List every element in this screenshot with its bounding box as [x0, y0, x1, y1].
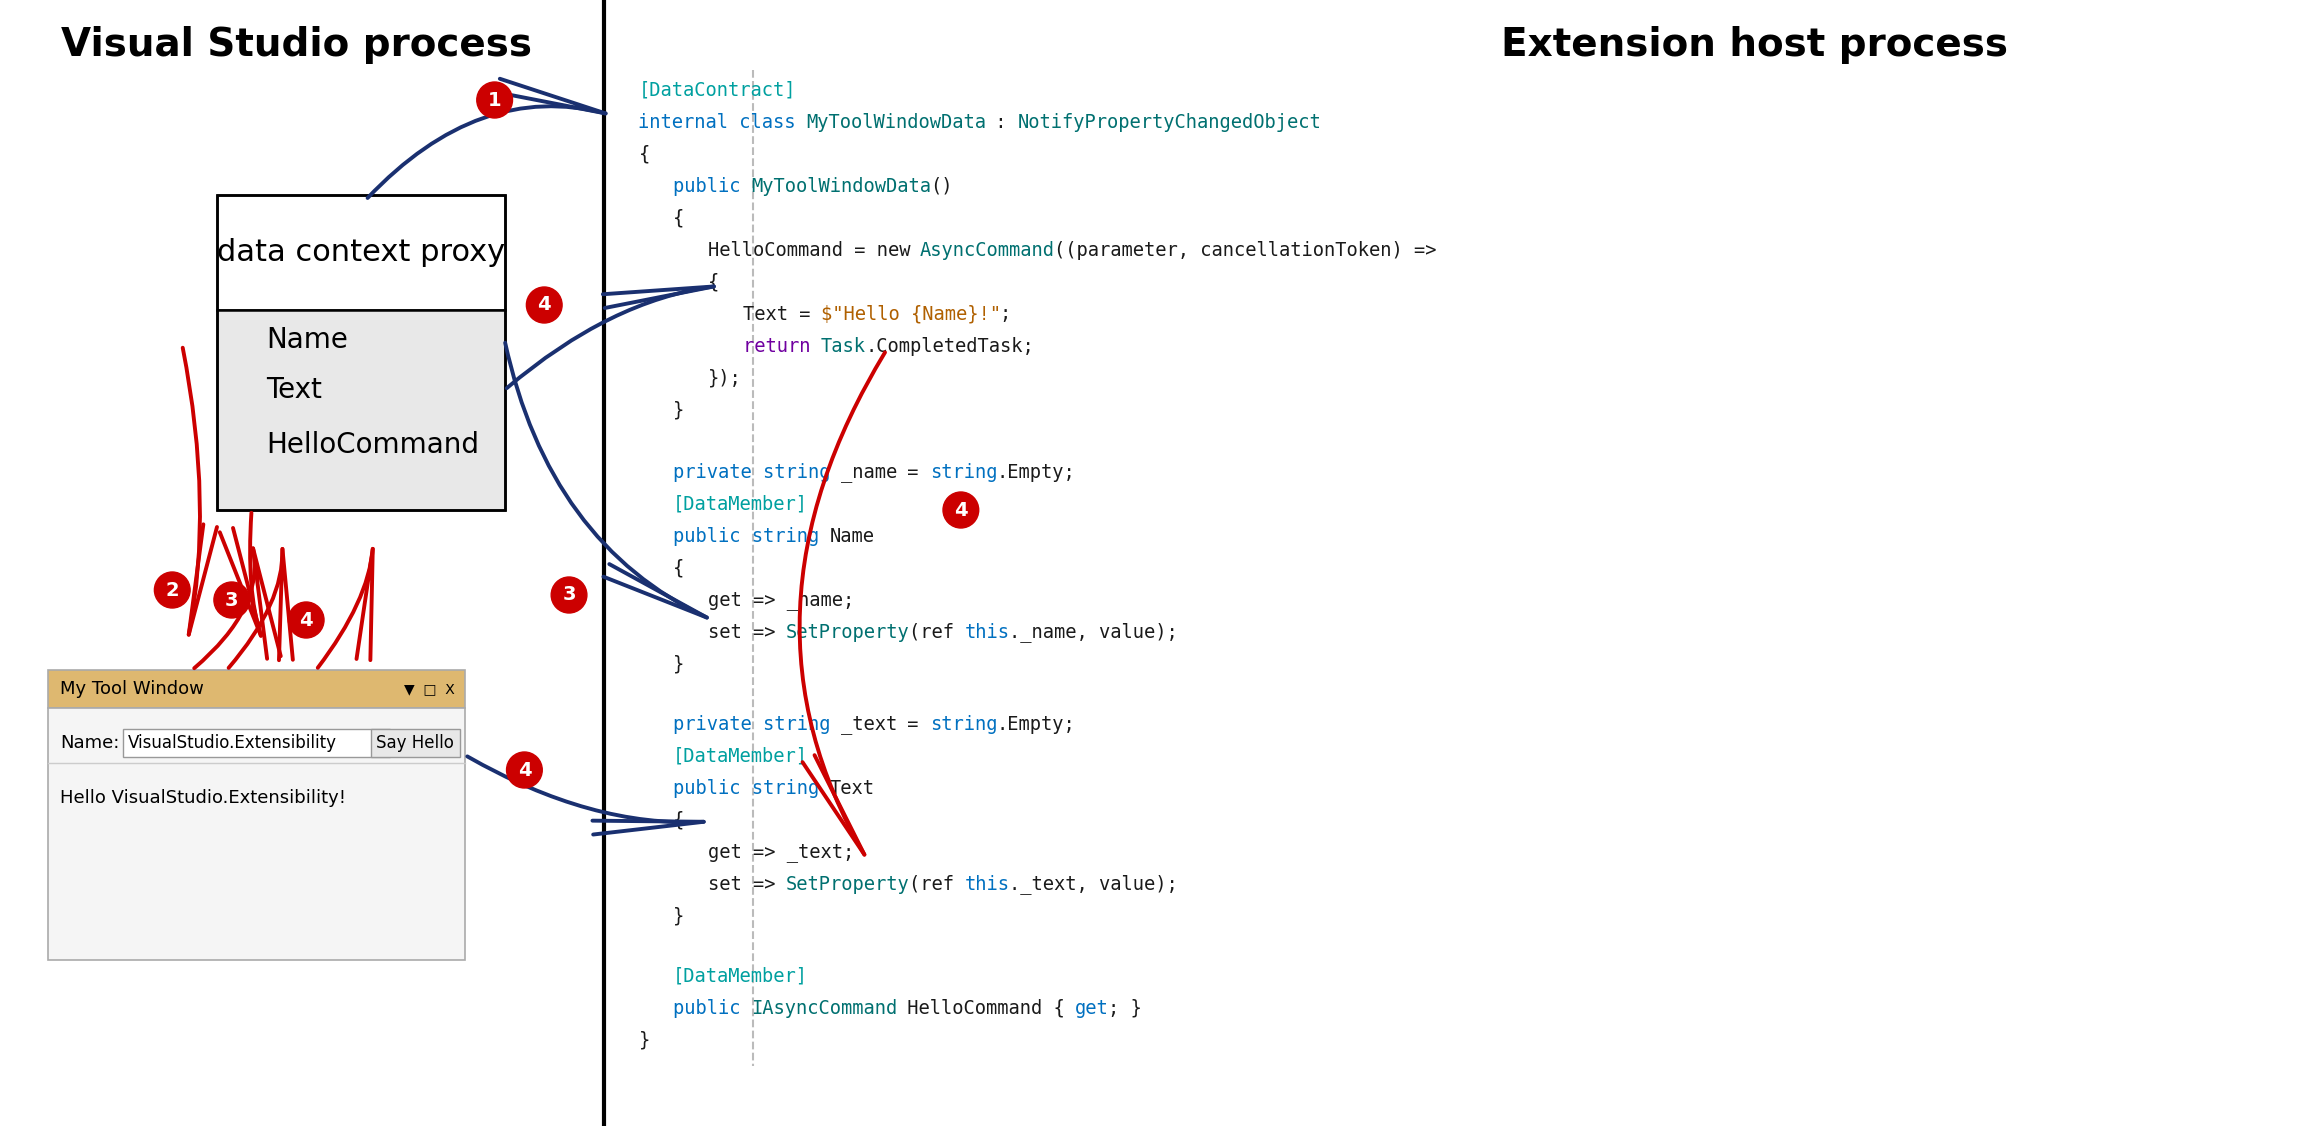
Text: SetProperty: SetProperty [785, 623, 909, 642]
Text: 4: 4 [518, 760, 532, 779]
Text: .CompletedTask;: .CompletedTask; [866, 337, 1034, 356]
Bar [122, 729, 391, 757]
Text: Hello VisualStudio.Extensibility!: Hello VisualStudio.Extensibility! [60, 789, 345, 807]
Text: Name: Name [267, 327, 348, 354]
Text: =: = [895, 463, 930, 482]
Text: public: public [672, 177, 753, 196]
Text: HelloCommand = new: HelloCommand = new [709, 241, 921, 259]
Text: MyToolWindowData: MyToolWindowData [750, 177, 932, 196]
Text: }: } [672, 401, 684, 420]
Circle shape [506, 752, 543, 788]
Bar [371, 729, 460, 757]
Text: {: { [672, 208, 684, 227]
Text: _text: _text [840, 715, 898, 733]
Text: AsyncCommand: AsyncCommand [921, 241, 1054, 259]
Text: NotifyPropertyChangedObject: NotifyPropertyChangedObject [1017, 113, 1321, 132]
Text: get => _text;: get => _text; [709, 842, 854, 861]
Text: _name: _name [840, 463, 898, 482]
Text: $"Hello {Name}!": $"Hello {Name}!" [822, 304, 1001, 323]
Text: ; }: ; } [1110, 999, 1142, 1018]
Text: ._text, value);: ._text, value); [1008, 874, 1179, 894]
Text: :: : [985, 113, 1017, 132]
Bar [216, 195, 504, 510]
Circle shape [550, 577, 587, 613]
Text: }: } [672, 654, 684, 673]
Circle shape [214, 582, 249, 618]
Bar [48, 708, 465, 960]
Text: set =>: set => [709, 623, 787, 642]
Text: (ref: (ref [909, 623, 965, 642]
Circle shape [477, 82, 513, 118]
Text: public: public [672, 999, 753, 1018]
Text: Text =: Text = [744, 304, 822, 323]
Bar [216, 195, 504, 310]
Text: [DataMember]: [DataMember] [672, 494, 808, 513]
Text: Text: Text [267, 376, 322, 404]
Text: VisualStudio.Extensibility: VisualStudio.Extensibility [127, 734, 336, 752]
Text: data context proxy: data context proxy [216, 238, 504, 267]
Text: My Tool Window: My Tool Window [60, 680, 205, 698]
Text: internal class: internal class [638, 113, 808, 132]
Text: Extension host process: Extension host process [1501, 26, 2007, 64]
Text: Name: Name [829, 527, 875, 545]
Text: Text: Text [829, 778, 875, 797]
Text: 2: 2 [166, 581, 180, 599]
Text: SetProperty: SetProperty [785, 875, 909, 894]
Text: {: { [709, 272, 718, 292]
Text: .Empty;: .Empty; [997, 463, 1075, 482]
Text: ((parameter, cancellationToken) =>: ((parameter, cancellationToken) => [1054, 241, 1436, 259]
Text: ▼  □  X: ▼ □ X [405, 682, 456, 696]
Text: this: this [965, 875, 1011, 894]
Circle shape [288, 602, 325, 638]
Text: Name:: Name: [60, 734, 120, 752]
Text: string: string [930, 715, 997, 733]
Text: 1: 1 [488, 90, 502, 109]
Text: {: { [638, 144, 649, 163]
Text: (): () [930, 177, 953, 196]
Text: 3: 3 [562, 586, 576, 605]
Text: set =>: set => [709, 875, 787, 894]
Text: });: }); [709, 368, 741, 387]
Circle shape [154, 572, 191, 608]
Text: (ref: (ref [909, 875, 965, 894]
Text: MyToolWindowData: MyToolWindowData [806, 113, 985, 132]
Text: 4: 4 [536, 295, 550, 314]
Text: this: this [965, 623, 1011, 642]
Text: IAsyncCommand: IAsyncCommand [750, 999, 898, 1018]
Text: private string: private string [672, 463, 843, 482]
Text: [DataMember]: [DataMember] [672, 747, 808, 766]
Bar [48, 670, 465, 708]
Text: Say Hello: Say Hello [375, 734, 453, 752]
Circle shape [527, 287, 562, 323]
Text: get: get [1075, 999, 1110, 1018]
Text: 4: 4 [953, 500, 967, 519]
Text: ;: ; [999, 304, 1011, 323]
Text: return: return [744, 337, 822, 356]
Text: Task: Task [822, 337, 866, 356]
Text: =: = [895, 715, 930, 733]
Text: {: { [672, 811, 684, 830]
Text: string: string [930, 463, 997, 482]
Text: }: } [672, 906, 684, 926]
Text: private string: private string [672, 715, 843, 733]
Text: 4: 4 [299, 610, 313, 629]
Text: Visual Studio process: Visual Studio process [60, 26, 532, 64]
Text: HelloCommand {: HelloCommand { [895, 999, 1077, 1018]
Text: {: { [672, 558, 684, 578]
Text: ._name, value);: ._name, value); [1008, 622, 1179, 642]
Text: get => _name;: get => _name; [709, 590, 854, 609]
Circle shape [944, 492, 978, 528]
Text: HelloCommand: HelloCommand [267, 431, 479, 459]
Text: 3: 3 [226, 590, 239, 609]
Text: public string: public string [672, 778, 831, 797]
Text: }: } [638, 1030, 649, 1049]
Text: .Empty;: .Empty; [997, 715, 1075, 733]
Text: [DataContract]: [DataContract] [638, 80, 796, 99]
Text: public string: public string [672, 527, 831, 545]
Text: [DataMember]: [DataMember] [672, 966, 808, 985]
Bar [216, 310, 504, 510]
